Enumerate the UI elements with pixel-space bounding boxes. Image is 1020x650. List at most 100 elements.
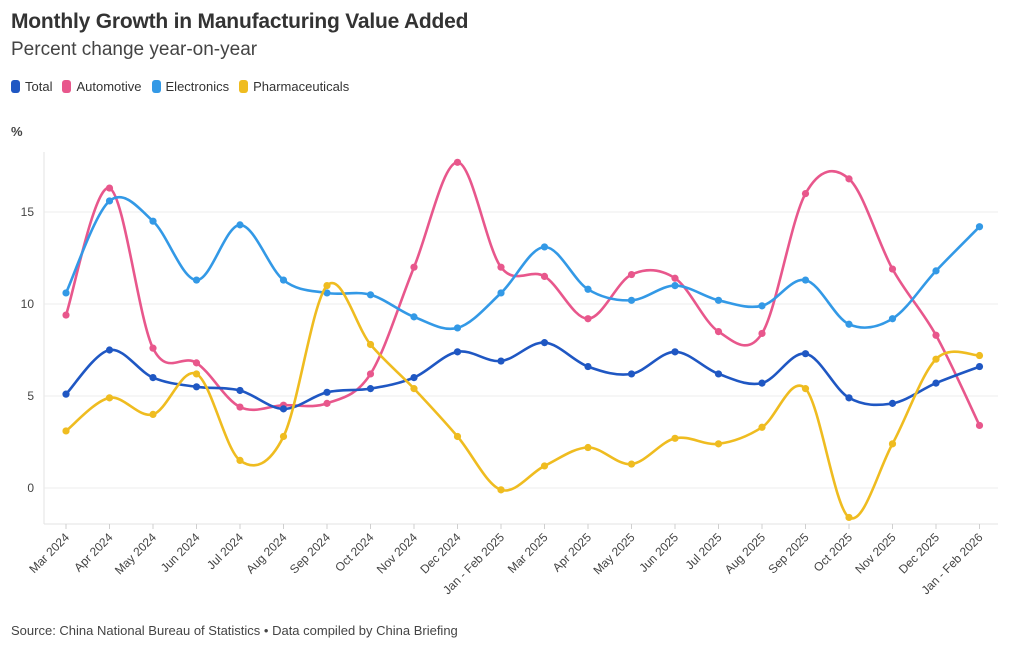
data-point-pharmaceuticals — [279, 432, 288, 441]
chart-title: Monthly Growth in Manufacturing Value Ad… — [11, 10, 469, 33]
legend: Total Automotive Electronics Pharmaceutical… — [11, 79, 349, 94]
y-tick-label: 5 — [27, 389, 34, 403]
data-point-electronics — [410, 313, 418, 321]
x-tick-label: Nov 2025 — [852, 530, 898, 576]
chart-subtitle: Percent change year-on-year — [11, 39, 258, 60]
data-point-automotive — [410, 263, 418, 271]
data-point-pharmaceuticals — [888, 440, 897, 448]
series-line-total — [64, 341, 981, 411]
data-point-total — [62, 390, 70, 398]
data-point-electronics — [975, 223, 984, 231]
x-tick-label: Jul 2024 — [204, 530, 246, 572]
data-point-electronics — [149, 217, 157, 225]
data-point-automotive — [975, 421, 984, 430]
legend-swatch — [62, 80, 72, 93]
data-point-electronics — [540, 243, 549, 251]
data-point-pharmaceuticals — [323, 282, 331, 290]
legend-label: Pharmaceuticals — [253, 79, 350, 94]
data-point-automotive — [453, 158, 462, 166]
data-point-automotive — [801, 190, 810, 198]
x-tick-label: Jun 2024 — [158, 530, 203, 575]
data-point-automotive — [192, 359, 201, 367]
x-tick-label: Sep 2025 — [765, 530, 811, 576]
legend-swatch — [11, 80, 20, 93]
x-tick-label: Mar 2024 — [26, 530, 72, 576]
data-point-automotive — [845, 175, 853, 183]
data-point-electronics — [236, 221, 244, 229]
data-point-automotive — [671, 274, 679, 282]
data-point-pharmaceuticals — [975, 351, 984, 360]
data-point-pharmaceuticals — [845, 513, 853, 522]
data-point-electronics — [714, 296, 723, 304]
data-point-pharmaceuticals — [105, 394, 114, 402]
data-point-total — [540, 339, 549, 347]
x-tick-label: May 2024 — [112, 530, 159, 577]
x-tick-label: Oct 2024 — [332, 530, 377, 575]
legend-item-automotive: Automotive — [62, 79, 142, 94]
x-tick-label: Oct 2025 — [811, 530, 856, 575]
data-point-total — [323, 388, 331, 396]
data-point-total — [410, 374, 418, 382]
data-point-pharmaceuticals — [671, 434, 679, 442]
x-tick-label: Aug 2024 — [243, 530, 289, 576]
data-point-total — [236, 386, 244, 395]
legend-item-total: Total — [11, 79, 52, 94]
x-tick-label: May 2025 — [590, 530, 637, 577]
data-point-automotive — [236, 403, 244, 411]
data-point-automotive — [540, 272, 549, 280]
legend-label: Automotive — [76, 79, 142, 94]
data-point-pharmaceuticals — [758, 423, 766, 431]
legend-item-electronics: Electronics — [151, 79, 229, 94]
x-tick-label: Sep 2024 — [287, 530, 333, 576]
data-point-total — [366, 385, 375, 393]
data-point-pharmaceuticals — [932, 355, 940, 363]
data-point-electronics — [584, 285, 592, 293]
source-note: Source: China National Bureau of Statist… — [11, 623, 458, 638]
data-point-total — [105, 346, 114, 354]
data-point-pharmaceuticals — [410, 385, 418, 393]
data-point-total — [801, 350, 810, 358]
x-tick-label: Apr 2025 — [550, 530, 595, 575]
data-point-automotive — [627, 270, 636, 279]
data-point-pharmaceuticals — [62, 427, 70, 435]
series-line-electronics — [64, 195, 981, 331]
y-tick-label: 0 — [27, 481, 34, 495]
x-tick-label: Aug 2025 — [722, 530, 768, 576]
data-point-automotive — [758, 329, 766, 338]
x-tick-label: Jun 2025 — [636, 530, 681, 575]
legend-label: Total — [25, 79, 53, 94]
data-point-pharmaceuticals — [192, 370, 201, 378]
data-point-total — [149, 374, 157, 382]
data-point-pharmaceuticals — [236, 456, 244, 464]
data-point-electronics — [323, 289, 331, 297]
data-point-electronics — [497, 289, 505, 297]
data-point-electronics — [62, 289, 70, 297]
data-point-automotive — [149, 344, 157, 352]
data-point-electronics — [932, 267, 940, 275]
x-tick-label: Mar 2025 — [505, 530, 551, 576]
data-point-pharmaceuticals — [801, 385, 810, 393]
x-tick-label: Jul 2025 — [683, 530, 725, 572]
data-point-total — [845, 394, 853, 402]
data-point-automotive — [584, 315, 592, 323]
data-point-pharmaceuticals — [714, 440, 723, 448]
data-point-total — [975, 362, 984, 371]
data-point-automotive — [497, 263, 505, 271]
data-point-pharmaceuticals — [540, 462, 549, 470]
data-point-pharmaceuticals — [627, 460, 636, 468]
data-point-total — [932, 379, 940, 387]
data-point-pharmaceuticals — [584, 443, 592, 452]
data-point-total — [192, 383, 201, 391]
data-point-automotive — [932, 331, 940, 339]
data-point-automotive — [105, 184, 114, 192]
data-point-electronics — [845, 320, 853, 328]
y-axis-unit-label: % — [11, 124, 23, 139]
data-point-electronics — [105, 197, 114, 205]
data-point-pharmaceuticals — [453, 432, 462, 441]
data-point-electronics — [366, 291, 375, 299]
data-point-electronics — [671, 282, 679, 290]
data-point-automotive — [366, 370, 375, 378]
data-point-pharmaceuticals — [149, 410, 157, 418]
data-point-total — [453, 348, 462, 356]
